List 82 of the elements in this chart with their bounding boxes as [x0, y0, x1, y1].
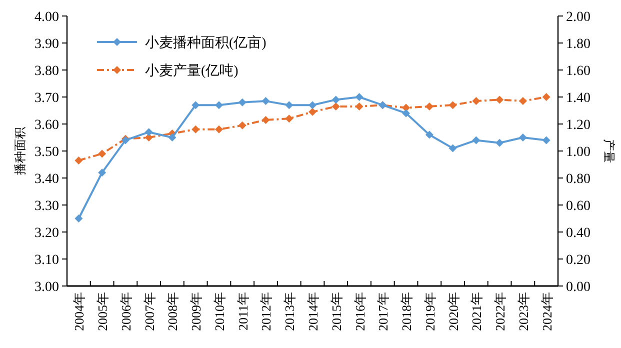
- x-tick-label: 2014年: [306, 292, 320, 331]
- y2-tick-label: 0.60: [566, 199, 590, 214]
- y-tick-label: 3.70: [34, 91, 59, 106]
- point: [285, 101, 294, 110]
- point: [448, 144, 457, 152]
- point: [472, 97, 480, 106]
- point: [74, 156, 83, 164]
- point: [355, 102, 364, 110]
- y-axis-title: 播种面积: [13, 127, 27, 175]
- point: [144, 128, 153, 136]
- y-tick-label: 3.00: [34, 280, 59, 295]
- point: [402, 109, 410, 118]
- point: [285, 114, 294, 123]
- legend-label: 小麦播种面积(亿亩): [145, 35, 267, 51]
- point: [238, 121, 246, 130]
- x-tick-label: 2005年: [95, 292, 110, 331]
- y-tick-label: 3.50: [34, 145, 59, 160]
- y-tick-label: 3.80: [34, 64, 59, 79]
- x-tick-label: 2021年: [469, 292, 484, 331]
- y-tick-label: 3.20: [34, 226, 59, 241]
- point: [496, 138, 504, 147]
- x-tick-label: 2016年: [352, 292, 368, 331]
- x-tick-label: 2013年: [282, 292, 298, 331]
- y2-tick-label: 0.20: [566, 253, 590, 268]
- x-tick-label: 2015年: [328, 292, 344, 331]
- point: [355, 93, 364, 101]
- y-tick-label: 3.10: [34, 253, 59, 268]
- y-tick-label: 3.90: [34, 37, 59, 52]
- point: [425, 102, 434, 110]
- point: [168, 134, 176, 142]
- y2-tick-label: 1.00: [566, 145, 590, 160]
- point: [425, 130, 434, 139]
- x-tick-label: 2019年: [422, 292, 438, 331]
- point: [472, 136, 480, 144]
- x-tick-label: 2017年: [376, 292, 391, 331]
- y2-tick-label: 2.00: [566, 10, 590, 25]
- point: [192, 101, 200, 110]
- point: [74, 214, 83, 222]
- point: [238, 98, 246, 106]
- point: [496, 96, 504, 104]
- point: [262, 97, 270, 106]
- point: [98, 168, 106, 177]
- x-tick-label: 2020年: [446, 292, 461, 331]
- x-tick-label: 2008年: [165, 292, 180, 331]
- point: [214, 125, 223, 134]
- x-tick-label: 2006年: [118, 292, 134, 331]
- x-tick-label: 2011年: [235, 292, 250, 331]
- point: [308, 101, 316, 110]
- point: [98, 150, 106, 158]
- legend-label: 小麦产量(亿吨): [145, 63, 239, 79]
- y2-axis-title: 产量: [602, 139, 616, 163]
- x-tick-label: 2023年: [516, 292, 531, 331]
- x-tick-label: 2012年: [258, 292, 274, 331]
- y-tick-label: 3.60: [34, 118, 59, 133]
- x-tick-label: 2010年: [212, 292, 227, 331]
- x-tick-label: 2018年: [399, 292, 414, 331]
- x-tick-label: 2009年: [188, 292, 204, 331]
- y2-tick-label: 1.40: [566, 91, 590, 106]
- point: [542, 136, 550, 144]
- point: [214, 101, 223, 110]
- x-tick-label: 2024年: [539, 292, 554, 331]
- point: [332, 102, 340, 110]
- y-tick-label: 4.00: [34, 10, 59, 25]
- point: [518, 97, 527, 106]
- point: [448, 101, 457, 110]
- point: [262, 116, 270, 124]
- point: [518, 134, 527, 142]
- point: [308, 108, 316, 116]
- y2-tick-label: 1.80: [566, 37, 590, 52]
- x-tick-label: 2007年: [142, 292, 157, 331]
- y-tick-label: 3.40: [34, 172, 59, 187]
- y2-tick-label: 1.20: [566, 118, 590, 133]
- y-tick-label: 3.30: [34, 199, 59, 214]
- point: [542, 93, 550, 101]
- y2-tick-label: 1.60: [566, 64, 590, 79]
- x-tick-label: 2022年: [492, 292, 508, 331]
- y2-tick-label: 0.00: [566, 280, 590, 295]
- y2-tick-label: 0.80: [566, 172, 590, 187]
- point: [332, 96, 340, 104]
- point: [192, 125, 200, 134]
- x-tick-label: 2004年: [72, 292, 87, 331]
- y2-tick-label: 0.40: [566, 226, 590, 241]
